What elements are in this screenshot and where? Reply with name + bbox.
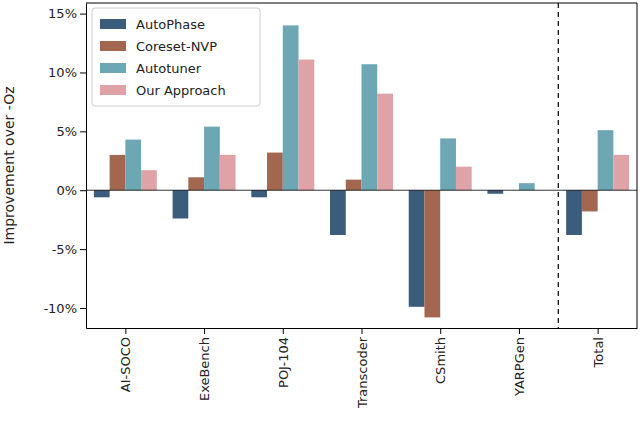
tick-mark [125, 328, 126, 334]
tick-mark [80, 131, 86, 132]
tick-mark [80, 308, 86, 309]
bar [330, 190, 346, 235]
bar [487, 190, 503, 194]
tick: POJ-104 [276, 328, 291, 388]
tick-mark [440, 328, 441, 334]
zero-line [86, 190, 637, 191]
tick: 15% [48, 6, 86, 21]
legend-item: Our Approach [100, 83, 226, 98]
legend-item: AutoPhase [100, 17, 205, 32]
legend-swatch [100, 41, 126, 51]
tick-label: 0% [56, 183, 77, 198]
tick: 0% [56, 183, 86, 198]
frame [86, 3, 637, 4]
bar [346, 180, 362, 191]
plot: -10% -5% 0% 5% 10% 15% AI-SOCO ExeBench POJ-104 T… [43, 3, 637, 409]
chart: -10% -5% 0% 5% 10% 15% AI-SOCO ExeBench POJ-104 T… [0, 0, 640, 438]
bar [456, 167, 472, 191]
legend-swatch [100, 63, 126, 73]
bar [94, 190, 110, 197]
legend-swatch [100, 85, 126, 95]
tick-label: AI-SOCO [118, 337, 133, 392]
bar [424, 190, 440, 317]
legend-item: Coreset-NVP [100, 39, 217, 54]
bar [566, 190, 582, 235]
legend-item: Autotuner [100, 61, 202, 76]
legend-label: AutoPhase [136, 17, 205, 32]
tick: 5% [56, 124, 86, 139]
tick-mark [80, 14, 86, 15]
legend-swatch [100, 19, 126, 29]
tick: CSmith [433, 328, 448, 384]
legend-box [92, 8, 260, 106]
tick-label: 15% [48, 6, 77, 21]
tick-label: 10% [48, 65, 77, 80]
tick: 10% [48, 65, 86, 80]
bar [613, 155, 629, 190]
tick-mark [204, 328, 205, 334]
bar [188, 177, 204, 190]
bar [440, 138, 456, 190]
legend-label: Autotuner [136, 61, 202, 76]
bar [409, 190, 425, 307]
bar [125, 140, 141, 191]
tick: AI-SOCO [118, 328, 133, 392]
tick: Transcoder [355, 328, 370, 409]
bar [267, 153, 283, 191]
bar [141, 170, 157, 190]
bar [220, 155, 236, 190]
tick-mark [362, 328, 363, 334]
bar [519, 183, 535, 190]
legend-label: Coreset-NVP [136, 39, 217, 54]
bar [362, 64, 378, 190]
y-axis: -10% -5% 0% 5% 10% 15% [43, 4, 86, 329]
tick-label: CSmith [433, 337, 448, 384]
bar [299, 60, 315, 191]
tick-label: -10% [43, 301, 77, 316]
tick-label: Total [591, 337, 606, 368]
tick-label: -5% [52, 242, 77, 257]
bars [94, 25, 629, 317]
x-axis: AI-SOCO ExeBench POJ-104 Transcoder CSmith YA… [87, 328, 638, 409]
tick-label: Transcoder [355, 336, 370, 409]
bar [204, 127, 220, 191]
legend-label: Our Approach [136, 83, 226, 98]
tick-mark [80, 190, 86, 191]
bar [251, 190, 267, 197]
tick: Total [591, 328, 606, 368]
tick-mark [283, 328, 284, 334]
legend: AutoPhase Coreset-NVP Autotuner Our Approac… [92, 8, 260, 106]
frame [637, 3, 638, 328]
bar [173, 190, 189, 218]
tick: ExeBench [197, 328, 212, 401]
tick-mark [519, 328, 520, 334]
bar [598, 130, 614, 190]
bar [582, 190, 598, 211]
tick: YARPGen [512, 328, 527, 397]
tick: -10% [43, 301, 86, 316]
bar [283, 25, 299, 190]
tick-label: ExeBench [197, 337, 212, 401]
tick-mark [80, 72, 86, 73]
tick-mark [80, 249, 86, 250]
bar [377, 94, 393, 191]
tick-label: POJ-104 [276, 337, 291, 388]
axis-line [86, 4, 87, 329]
separator [558, 3, 559, 328]
bar [110, 155, 126, 190]
tick-label: 5% [56, 124, 77, 139]
tick: -5% [52, 242, 86, 257]
y-label: Improvement over -Oz [1, 86, 17, 244]
tick-mark [598, 328, 599, 334]
tick-label: YARPGen [512, 337, 527, 397]
